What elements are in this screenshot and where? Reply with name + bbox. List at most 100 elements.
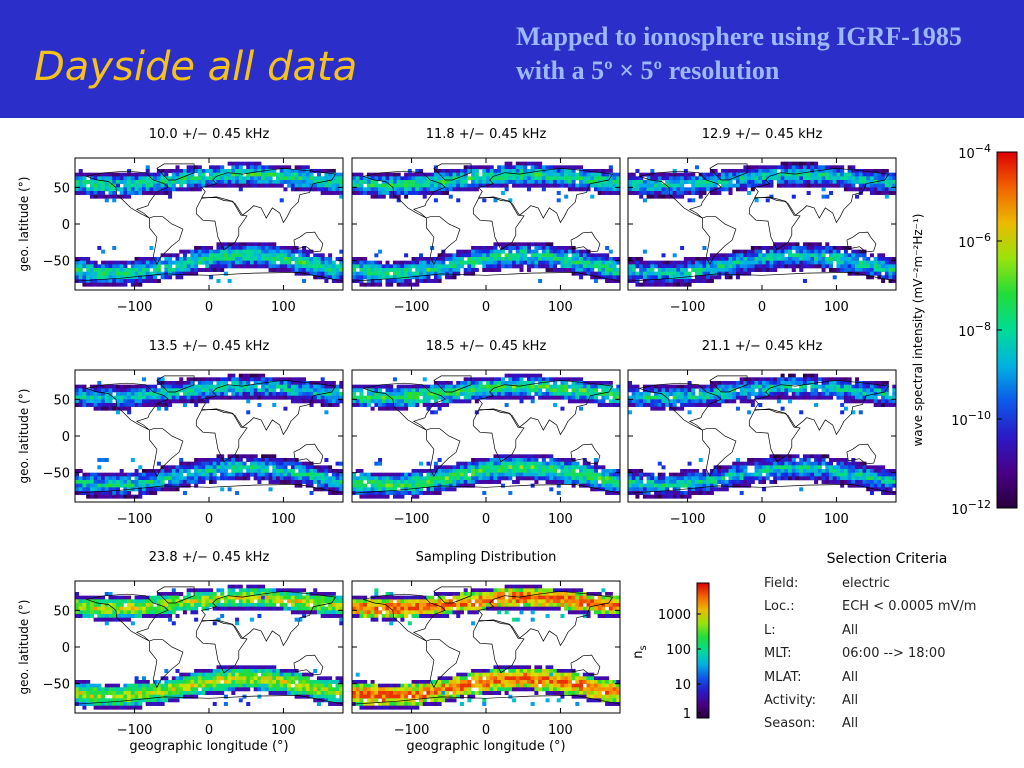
heatmap-cell xyxy=(735,260,740,265)
heatmap-cell xyxy=(190,384,195,389)
heatmap-cell xyxy=(104,480,109,484)
heatmap-cell xyxy=(283,268,288,272)
heatmap-cell xyxy=(294,165,299,170)
heatmap-cell xyxy=(227,395,232,400)
heatmap-cell xyxy=(683,264,688,269)
heatmap-cell xyxy=(784,264,789,269)
heatmap-cell xyxy=(437,264,442,269)
heatmap-cell xyxy=(791,180,796,184)
heatmap-cell xyxy=(339,275,344,280)
heatmap-cell xyxy=(101,176,106,181)
heatmap-cell xyxy=(82,395,87,400)
heatmap-cell xyxy=(246,180,251,184)
heatmap-cell xyxy=(320,399,325,404)
heatmap-cell xyxy=(635,169,640,173)
heatmap-cell xyxy=(82,388,87,393)
heatmap-cell xyxy=(601,395,606,400)
heatmap-cell xyxy=(209,275,214,280)
heatmap-cell xyxy=(149,246,154,250)
heatmap-cell xyxy=(78,187,83,192)
heatmap-cell xyxy=(538,246,543,250)
heatmap-cell xyxy=(179,399,184,404)
heatmap-cell xyxy=(268,384,273,389)
heatmap-cell xyxy=(134,483,139,488)
heatmap-cell xyxy=(463,253,468,258)
heatmap-cell xyxy=(127,187,132,192)
heatmap-cell xyxy=(579,176,584,181)
heatmap-cell xyxy=(115,187,120,192)
heatmap-cell xyxy=(370,494,375,499)
heatmap-cell xyxy=(182,253,187,258)
heatmap-cell xyxy=(93,264,98,269)
heatmap-cell xyxy=(754,180,759,184)
heatmap-cell xyxy=(538,165,543,170)
heatmap-cell xyxy=(385,392,390,396)
heatmap-cell xyxy=(231,458,236,462)
heatmap-cell xyxy=(538,172,543,177)
heatmap-cell xyxy=(138,260,143,265)
heatmap-cell xyxy=(575,476,580,481)
heatmap-cell xyxy=(78,480,83,484)
heatmap-cell xyxy=(817,260,822,265)
heatmap-cell xyxy=(93,480,98,484)
heatmap-cell xyxy=(407,384,412,389)
heatmap-cell xyxy=(123,384,128,389)
heatmap-cell xyxy=(631,176,636,181)
heatmap-cell xyxy=(538,176,543,181)
heatmap-cell xyxy=(445,176,450,181)
heatmap-cell xyxy=(396,275,401,280)
heatmap-cell xyxy=(780,242,785,247)
heatmap-cell xyxy=(489,377,494,382)
heatmap-cell xyxy=(186,176,191,181)
heatmap-cell xyxy=(400,271,405,276)
heatmap-cell xyxy=(86,472,91,477)
heatmap-cell xyxy=(743,271,748,276)
heatmap-cell xyxy=(302,165,307,170)
heatmap-cell xyxy=(231,180,236,184)
heatmap-cell xyxy=(138,275,143,280)
heatmap-cell xyxy=(754,198,759,203)
heatmap-cell xyxy=(471,377,476,382)
heatmap-cell xyxy=(858,268,863,272)
heatmap-cell xyxy=(119,275,124,280)
heatmap-cell xyxy=(175,483,180,488)
heatmap-cell xyxy=(164,260,169,265)
heatmap-cell xyxy=(287,264,292,269)
heatmap-cells xyxy=(352,373,621,499)
heatmap-cell xyxy=(463,183,468,188)
heatmap-cell xyxy=(359,257,364,261)
heatmap-cell xyxy=(156,183,161,188)
heatmap-cell xyxy=(784,172,789,177)
heatmap-cell xyxy=(683,282,688,287)
heatmap-cell xyxy=(564,246,569,250)
heatmap-cell xyxy=(515,381,520,385)
heatmap-cell xyxy=(396,279,401,283)
heatmap-cell xyxy=(324,458,329,462)
heatmap-cell xyxy=(840,169,845,173)
heatmap-cell xyxy=(754,165,759,170)
heatmap-cell xyxy=(519,264,524,269)
heatmap-cell xyxy=(268,257,273,261)
heatmap-cell xyxy=(888,279,893,283)
heatmap-cell xyxy=(474,465,479,470)
heatmap-cell xyxy=(316,472,321,477)
heatmap-cell xyxy=(216,268,221,272)
heatmap-cell xyxy=(324,381,329,385)
heatmap-cell xyxy=(556,384,561,389)
heatmap-cell xyxy=(526,264,531,269)
heatmap-cell xyxy=(359,191,364,195)
heatmap-cell xyxy=(287,172,292,177)
heatmap-cell xyxy=(608,392,613,396)
heatmap-cell xyxy=(249,373,254,378)
heatmap-cell xyxy=(268,268,273,272)
heatmap-cell xyxy=(78,183,83,188)
heatmap-cell xyxy=(404,183,409,188)
heatmap-cell xyxy=(549,461,554,466)
heatmap-cell xyxy=(246,399,251,404)
heatmap-cell xyxy=(530,377,535,382)
heatmap-cell xyxy=(526,161,531,166)
heatmap-cell xyxy=(145,399,150,404)
heatmap-cell xyxy=(142,399,147,404)
heatmap-cell xyxy=(586,264,591,269)
heatmap-cell xyxy=(851,165,856,170)
